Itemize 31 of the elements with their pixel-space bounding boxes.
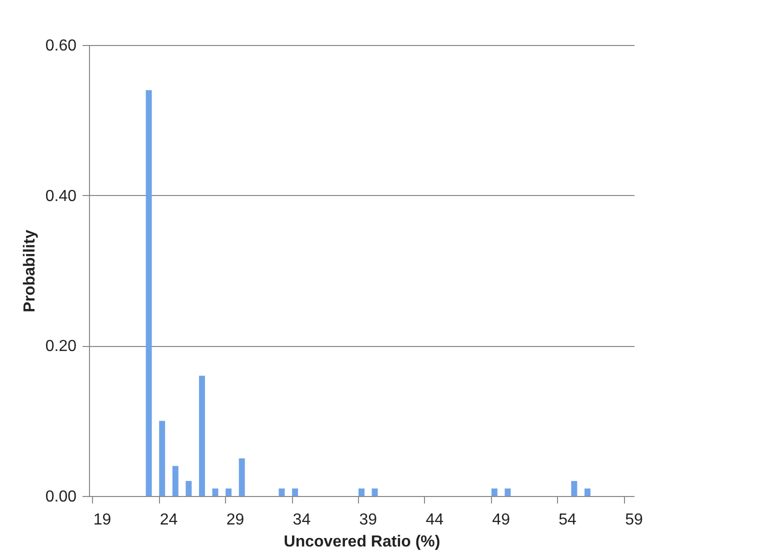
bar	[186, 480, 192, 496]
bar	[372, 488, 378, 496]
bar	[504, 488, 511, 496]
x-tick-label: 54	[558, 512, 577, 528]
bar	[571, 480, 578, 496]
bar	[226, 488, 232, 496]
x-tick-label: 29	[226, 512, 244, 528]
x-tick-label: 39	[359, 512, 378, 528]
x-tick-label: 44	[426, 512, 444, 528]
y-tick-label: 0.20	[45, 338, 77, 356]
y-tick-label: 0.60	[45, 38, 77, 54]
bar	[159, 420, 166, 496]
x-tick-label: 19	[93, 512, 112, 528]
bar	[278, 488, 285, 496]
bar	[146, 90, 152, 496]
bar	[292, 488, 298, 496]
x-tick-label: 59	[625, 512, 643, 528]
x-tick-label: 34	[292, 512, 311, 528]
y-axis-title: Probability	[21, 230, 38, 312]
bar	[491, 488, 498, 496]
y-tick-label: 0.00	[45, 488, 77, 506]
bar	[358, 488, 364, 496]
y-tick-label: 0.40	[45, 188, 77, 205]
bar	[584, 488, 590, 496]
x-tick-label: 49	[492, 512, 510, 528]
bar	[238, 458, 245, 496]
bar	[172, 466, 178, 496]
bar	[198, 376, 205, 496]
x-axis-title: Uncovered Ratio (%)	[284, 534, 440, 550]
bar	[212, 488, 218, 496]
x-tick-label: 24	[160, 512, 178, 528]
